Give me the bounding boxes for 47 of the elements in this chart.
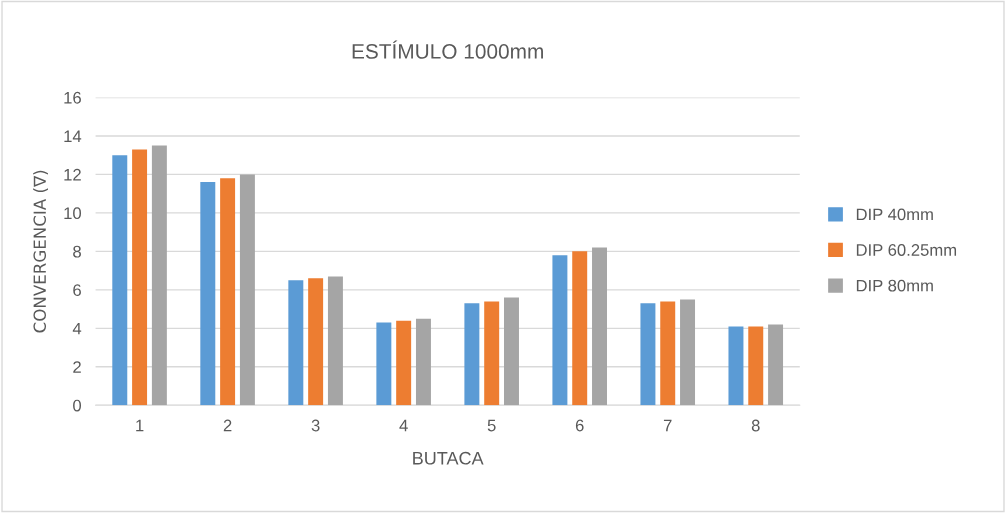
bar <box>132 149 148 406</box>
y-tick-label: 10 <box>64 207 82 220</box>
bar <box>288 280 304 406</box>
y-tick-label: 4 <box>72 322 82 335</box>
legend-label: DIP 40mm <box>856 208 933 221</box>
bar <box>415 318 431 406</box>
y-tick-label: 8 <box>73 245 81 258</box>
bar <box>728 326 744 406</box>
legend-label: DIP 80mm <box>856 279 933 292</box>
y-tick-label: 12 <box>64 168 81 181</box>
y-tick-label: 6 <box>73 284 81 297</box>
bar <box>680 299 696 406</box>
bar <box>552 255 568 406</box>
x-tick-label: 8 <box>751 419 760 432</box>
y-tick-label: 2 <box>73 361 81 373</box>
legend-label: DIP 60.25mm <box>856 244 957 256</box>
bar <box>504 297 519 406</box>
x-axis-title: BUTACA <box>413 451 484 465</box>
x-tick-label: 1 <box>136 419 144 432</box>
bar <box>396 320 412 406</box>
chart-title: ESTÍMULO 1000mm <box>352 40 543 59</box>
bar <box>484 301 500 406</box>
bar <box>151 145 167 406</box>
bar <box>592 247 607 406</box>
bar <box>220 178 236 406</box>
bar <box>572 251 588 406</box>
bar <box>748 326 764 406</box>
bar <box>640 303 656 406</box>
x-tick-label: 2 <box>223 419 232 432</box>
bar <box>464 303 480 406</box>
x-tick-label: 3 <box>311 419 320 432</box>
bar <box>308 278 324 406</box>
bar <box>768 324 784 406</box>
y-tick-label: 16 <box>64 91 81 104</box>
x-tick-label: 7 <box>663 419 672 432</box>
bar <box>112 155 128 406</box>
x-tick-label: 4 <box>399 419 408 432</box>
bar <box>376 322 392 406</box>
y-axis-title: CONVERGENCIA (∇) <box>33 170 48 333</box>
bar <box>239 174 255 406</box>
bar <box>660 301 676 406</box>
x-tick-label: 6 <box>575 419 584 432</box>
y-tick-label: 14 <box>64 130 82 142</box>
x-tick-label: 5 <box>487 419 496 432</box>
y-tick-label: 0 <box>73 399 82 412</box>
bar <box>327 276 343 406</box>
bar <box>200 182 216 406</box>
